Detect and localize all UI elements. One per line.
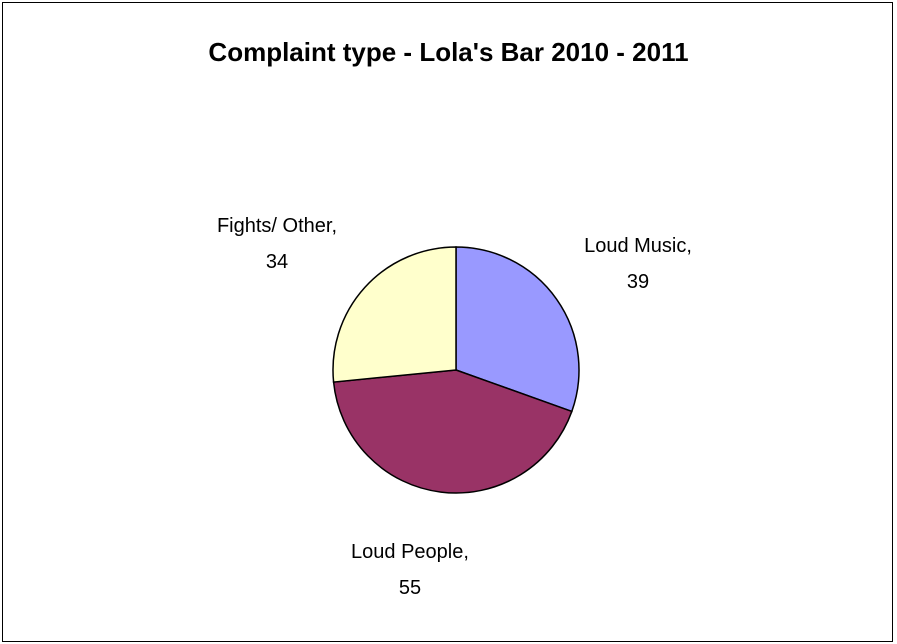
slice-label: Fights/ Other, 34	[217, 215, 337, 273]
slice-label-value: 55	[399, 577, 421, 599]
pie-slice-loud-music	[455, 246, 580, 413]
slice-label-name: Loud People,	[351, 541, 469, 563]
slice-label-value: 39	[627, 271, 649, 293]
slice-label-value: 34	[266, 251, 288, 273]
pie-slice-fights-other	[332, 246, 457, 383]
slice-label: Loud People, 55	[351, 541, 469, 599]
pie-slice-loud-people	[332, 369, 573, 494]
slice-label: Loud Music, 39	[584, 235, 692, 293]
slice-label-name: Fights/ Other,	[217, 215, 337, 237]
chart-title: Complaint type - Lola's Bar 2010 - 2011	[208, 37, 689, 67]
slice-label-name: Loud Music,	[584, 235, 692, 257]
